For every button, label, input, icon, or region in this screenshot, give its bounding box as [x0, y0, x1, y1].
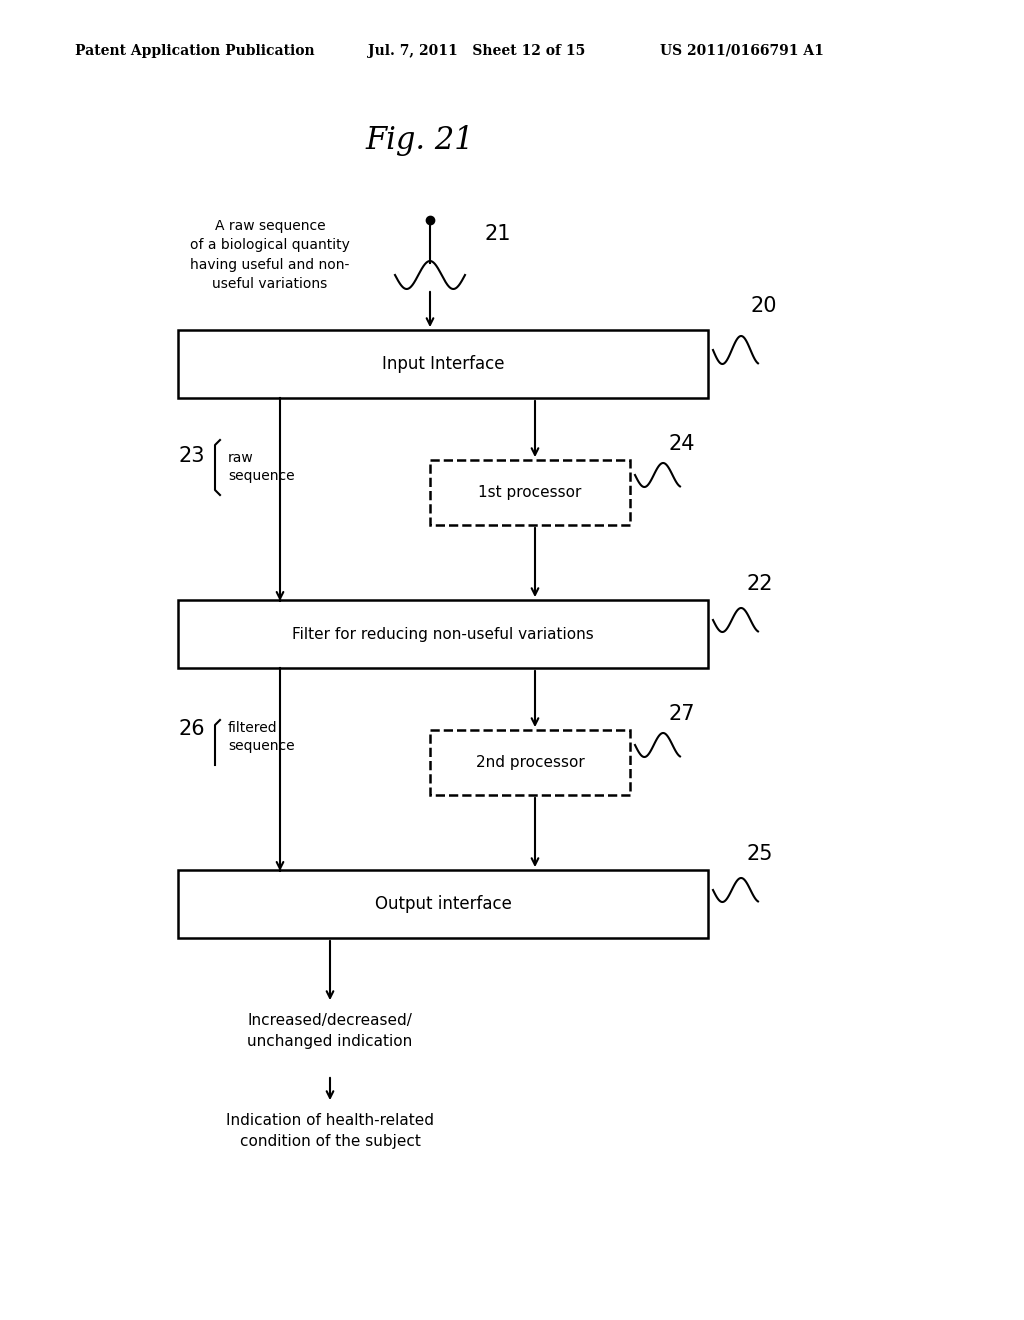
Text: 25: 25 [746, 843, 772, 865]
Text: 24: 24 [668, 434, 694, 454]
Text: raw
sequence: raw sequence [228, 451, 295, 483]
Text: Input Interface: Input Interface [382, 355, 504, 374]
Text: Output interface: Output interface [375, 895, 511, 913]
Bar [430, 730, 630, 795]
Text: Filter for reducing non-useful variations: Filter for reducing non-useful variation… [292, 627, 594, 642]
Text: Increased/decreased/
unchanged indication: Increased/decreased/ unchanged indicatio… [248, 1012, 413, 1049]
Text: 22: 22 [746, 574, 772, 594]
Text: 26: 26 [178, 719, 205, 739]
Text: 21: 21 [485, 224, 512, 244]
Text: Indication of health-related
condition of the subject: Indication of health-related condition o… [226, 1113, 434, 1148]
Text: 27: 27 [668, 704, 694, 723]
Text: filtered
sequence: filtered sequence [228, 721, 295, 754]
Text: US 2011/0166791 A1: US 2011/0166791 A1 [660, 44, 824, 58]
Text: A raw sequence
of a biological quantity
having useful and non-
useful variations: A raw sequence of a biological quantity … [190, 219, 350, 292]
Text: 1st processor: 1st processor [478, 484, 582, 500]
Text: Jul. 7, 2011   Sheet 12 of 15: Jul. 7, 2011 Sheet 12 of 15 [368, 44, 586, 58]
Text: Fig. 21: Fig. 21 [366, 124, 474, 156]
Bar [178, 870, 708, 939]
Text: 2nd processor: 2nd processor [475, 755, 585, 770]
Text: 20: 20 [751, 296, 777, 315]
Text: 23: 23 [178, 446, 205, 466]
Text: Patent Application Publication: Patent Application Publication [75, 44, 314, 58]
Bar [430, 459, 630, 525]
Bar [178, 601, 708, 668]
Bar [178, 330, 708, 399]
